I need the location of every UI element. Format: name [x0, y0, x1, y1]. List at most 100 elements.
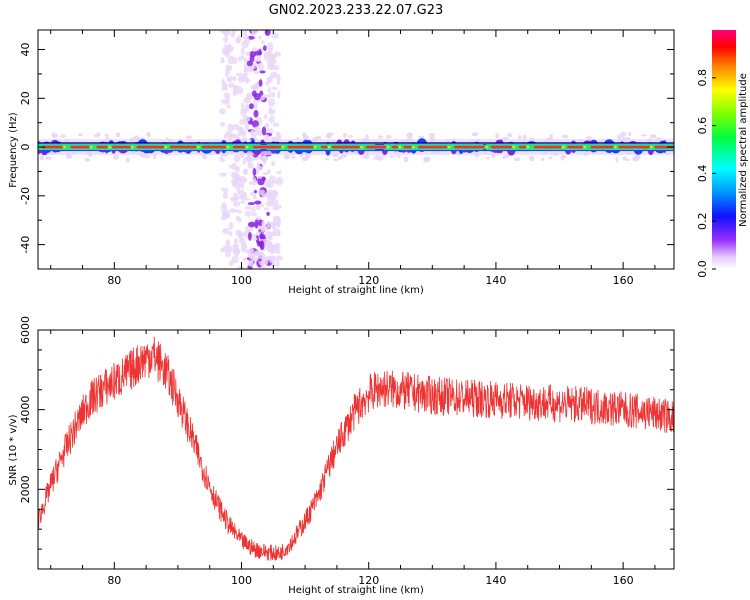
- burst-blob: [275, 255, 283, 261]
- burst-blob: [242, 257, 248, 262]
- band-halo-blob: [615, 157, 619, 163]
- burst-blob: [274, 242, 281, 249]
- band-core-yellow: [63, 145, 66, 149]
- band-halo-blob: [332, 158, 339, 162]
- burst-blob: [252, 177, 257, 186]
- band-halo-blob: [377, 135, 383, 139]
- band-core-yellow: [386, 145, 390, 149]
- burst-blob: [263, 45, 267, 51]
- band-halo-blob: [60, 134, 66, 138]
- band-halo-blob: [362, 154, 370, 160]
- burst-blob: [254, 200, 262, 205]
- burst-blob: [234, 238, 239, 244]
- burst-blob: [258, 189, 266, 196]
- burst-blob: [271, 221, 277, 229]
- burst-blob: [239, 200, 246, 204]
- burst-blob: [247, 221, 256, 228]
- band-core-yellow: [485, 145, 488, 149]
- snr-series-line: [38, 336, 674, 561]
- snr-ytick-label: 2000: [19, 475, 32, 503]
- spectrogram-xtick-label: 100: [231, 274, 252, 287]
- burst-blob: [226, 78, 233, 83]
- burst-blob: [275, 131, 281, 136]
- burst-blob: [220, 214, 228, 221]
- burst-blob: [256, 55, 262, 63]
- spectrogram-frame: [37, 29, 675, 270]
- burst-blob: [271, 175, 276, 183]
- burst-blob: [232, 56, 238, 65]
- colorbar-tick-label: 0.2: [696, 212, 709, 230]
- snr-xtick-label: 140: [485, 574, 506, 587]
- burst-blob: [225, 64, 233, 71]
- burst-blob: [220, 187, 229, 192]
- band-halo-blob: [540, 157, 545, 162]
- burst-blob: [270, 71, 278, 79]
- band-core-red: [70, 145, 90, 149]
- spectrogram-ytick-label: 20: [19, 91, 32, 105]
- colorbar: 0.0 0.2 0.4 0.6 0.8 Normalized spectral ampl…: [696, 30, 749, 278]
- band-halo-blob: [502, 155, 506, 160]
- burst-blob: [253, 109, 259, 118]
- band-halo-blob: [632, 156, 639, 162]
- burst-blob: [259, 233, 266, 240]
- burst-blob: [268, 175, 273, 181]
- burst-blob: [240, 55, 245, 60]
- burst-blob: [222, 245, 229, 253]
- burst-blob: [272, 122, 280, 128]
- burst-blob: [263, 52, 268, 61]
- burst-blob: [238, 76, 245, 83]
- burst-blob: [253, 93, 261, 101]
- snr-xtick-label: 80: [107, 574, 121, 587]
- burst-blob: [223, 36, 229, 43]
- burst-blob: [267, 181, 274, 188]
- burst-blob: [252, 237, 258, 241]
- burst-blob: [252, 167, 257, 177]
- band-halo-blob: [586, 136, 593, 140]
- band-core-red: [590, 145, 614, 149]
- burst-blob: [257, 62, 264, 71]
- burst-blob: [220, 205, 228, 213]
- burst-blob: [275, 176, 283, 186]
- snr-ticks: 80 100 120 140 160 2000 4000 6000: [19, 316, 674, 587]
- burst-blob: [253, 70, 259, 75]
- band-core-red: [391, 145, 399, 149]
- band-halo-blob: [219, 157, 224, 160]
- band-halo-blob: [324, 158, 330, 161]
- band-core-yellow: [313, 145, 317, 149]
- band-halo-blob: [397, 154, 401, 158]
- band-halo-blob: [389, 155, 394, 158]
- band-core-yellow: [197, 145, 200, 149]
- band-halo-blob: [343, 133, 347, 138]
- burst-blob: [224, 100, 230, 105]
- snr-xtick-label: 160: [613, 574, 634, 587]
- burst-blob: [237, 56, 242, 62]
- band-halo-blob: [505, 154, 510, 158]
- burst-blob: [242, 72, 249, 78]
- burst-blob: [270, 201, 275, 207]
- colorbar-tick-label: 0.0: [696, 260, 709, 278]
- burst-blob: [240, 242, 248, 251]
- band-core-red: [253, 145, 282, 149]
- burst-blob: [223, 191, 228, 200]
- burst-blob: [232, 89, 238, 97]
- burst-blob: [254, 126, 260, 132]
- band-core-yellow: [131, 145, 134, 149]
- snr-plot-area: [38, 336, 674, 561]
- burst-blob: [235, 229, 242, 236]
- band-halo-blob: [316, 135, 322, 140]
- band-core-red: [403, 145, 412, 149]
- spectrogram-panel: 80 100 120 140 160 -40 -20 0 20 40 Height of stra…: [8, 29, 675, 296]
- burst-blob: [230, 32, 235, 38]
- band-halo-blob: [522, 134, 527, 140]
- spectrogram-xtick-label: 80: [107, 274, 121, 287]
- burst-blob: [267, 42, 274, 51]
- burst-blob: [264, 123, 270, 128]
- burst-blob: [247, 120, 254, 125]
- burst-blob: [243, 68, 248, 73]
- band-halo-blob: [93, 134, 100, 138]
- band-halo-blob: [52, 133, 58, 138]
- burst-blob: [240, 47, 245, 55]
- burst-blob: [245, 121, 249, 131]
- burst-blob: [267, 62, 276, 71]
- burst-blob: [267, 86, 271, 93]
